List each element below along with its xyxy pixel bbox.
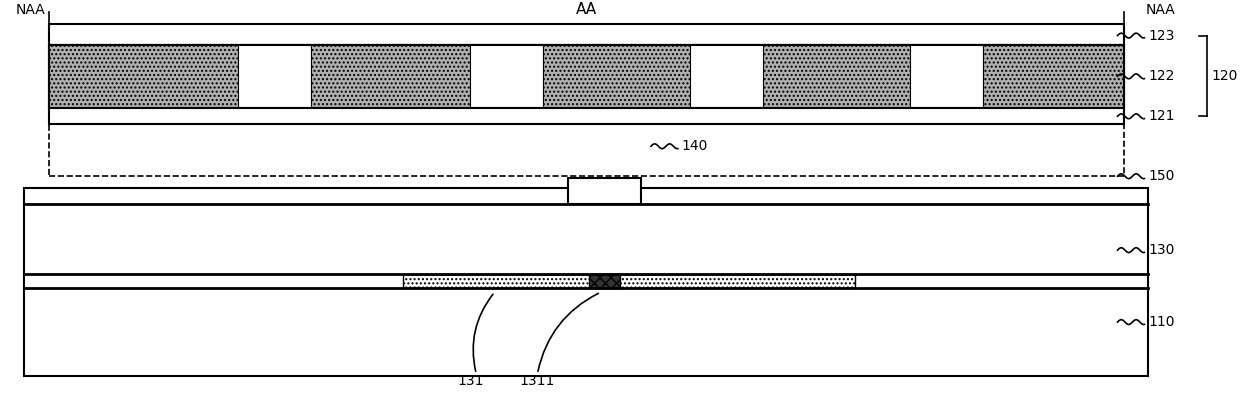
Bar <box>48 45 1123 108</box>
Text: 140: 140 <box>682 139 708 153</box>
Text: 122: 122 <box>1148 69 1174 83</box>
Bar <box>48 24 1123 176</box>
Bar <box>689 45 764 107</box>
Bar <box>568 178 641 204</box>
Text: 130: 130 <box>1148 243 1174 257</box>
Text: NAA: NAA <box>1146 3 1176 17</box>
Bar <box>983 45 1123 108</box>
Bar <box>48 24 1123 45</box>
Bar <box>589 274 620 288</box>
Bar <box>403 274 854 288</box>
Text: NAA: NAA <box>16 3 46 17</box>
Text: 120: 120 <box>1211 69 1238 83</box>
Bar <box>764 45 910 108</box>
Bar <box>238 45 311 107</box>
Bar <box>48 108 1123 124</box>
Text: 131: 131 <box>458 374 484 388</box>
Bar <box>543 45 689 108</box>
Bar <box>48 45 1123 108</box>
Bar <box>25 188 1148 376</box>
Bar <box>311 45 470 108</box>
Bar <box>470 45 543 107</box>
Text: 1311: 1311 <box>520 374 556 388</box>
Bar <box>910 45 983 107</box>
Text: 123: 123 <box>1148 28 1174 42</box>
Text: 110: 110 <box>1148 315 1174 329</box>
Text: 150: 150 <box>1148 169 1174 183</box>
Text: AA: AA <box>575 2 596 17</box>
Bar <box>48 45 238 108</box>
Bar <box>403 274 854 288</box>
Text: 121: 121 <box>1148 109 1174 123</box>
